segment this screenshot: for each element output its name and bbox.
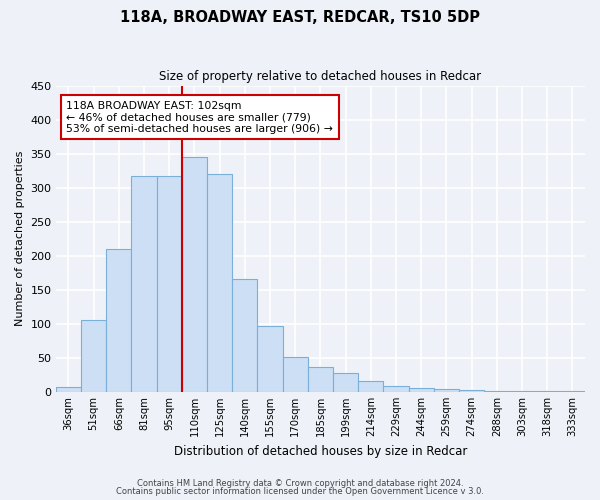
Bar: [81, 320, 106, 392]
Bar: [484, 391, 509, 392]
Bar: [283, 357, 308, 392]
Bar: [383, 386, 409, 392]
Bar: [56, 387, 81, 392]
Bar: [509, 391, 535, 392]
Y-axis label: Number of detached properties: Number of detached properties: [15, 151, 25, 326]
Bar: [308, 367, 333, 392]
Text: Contains public sector information licensed under the Open Government Licence v : Contains public sector information licen…: [116, 487, 484, 496]
Bar: [409, 388, 434, 392]
Text: Contains HM Land Registry data © Crown copyright and database right 2024.: Contains HM Land Registry data © Crown c…: [137, 478, 463, 488]
Text: 118A BROADWAY EAST: 102sqm
← 46% of detached houses are smaller (779)
53% of sem: 118A BROADWAY EAST: 102sqm ← 46% of deta…: [67, 101, 334, 134]
X-axis label: Distribution of detached houses by size in Redcar: Distribution of detached houses by size …: [174, 444, 467, 458]
Bar: [560, 391, 585, 392]
Bar: [157, 176, 182, 392]
Bar: [333, 372, 358, 392]
Bar: [232, 280, 257, 392]
Bar: [434, 389, 459, 392]
Bar: [535, 391, 560, 392]
Bar: [131, 176, 157, 392]
Bar: [207, 174, 232, 392]
Title: Size of property relative to detached houses in Redcar: Size of property relative to detached ho…: [160, 70, 481, 83]
Bar: [358, 380, 383, 392]
Text: 118A, BROADWAY EAST, REDCAR, TS10 5DP: 118A, BROADWAY EAST, REDCAR, TS10 5DP: [120, 10, 480, 25]
Bar: [257, 326, 283, 392]
Bar: [106, 249, 131, 392]
Bar: [459, 390, 484, 392]
Bar: [182, 157, 207, 392]
